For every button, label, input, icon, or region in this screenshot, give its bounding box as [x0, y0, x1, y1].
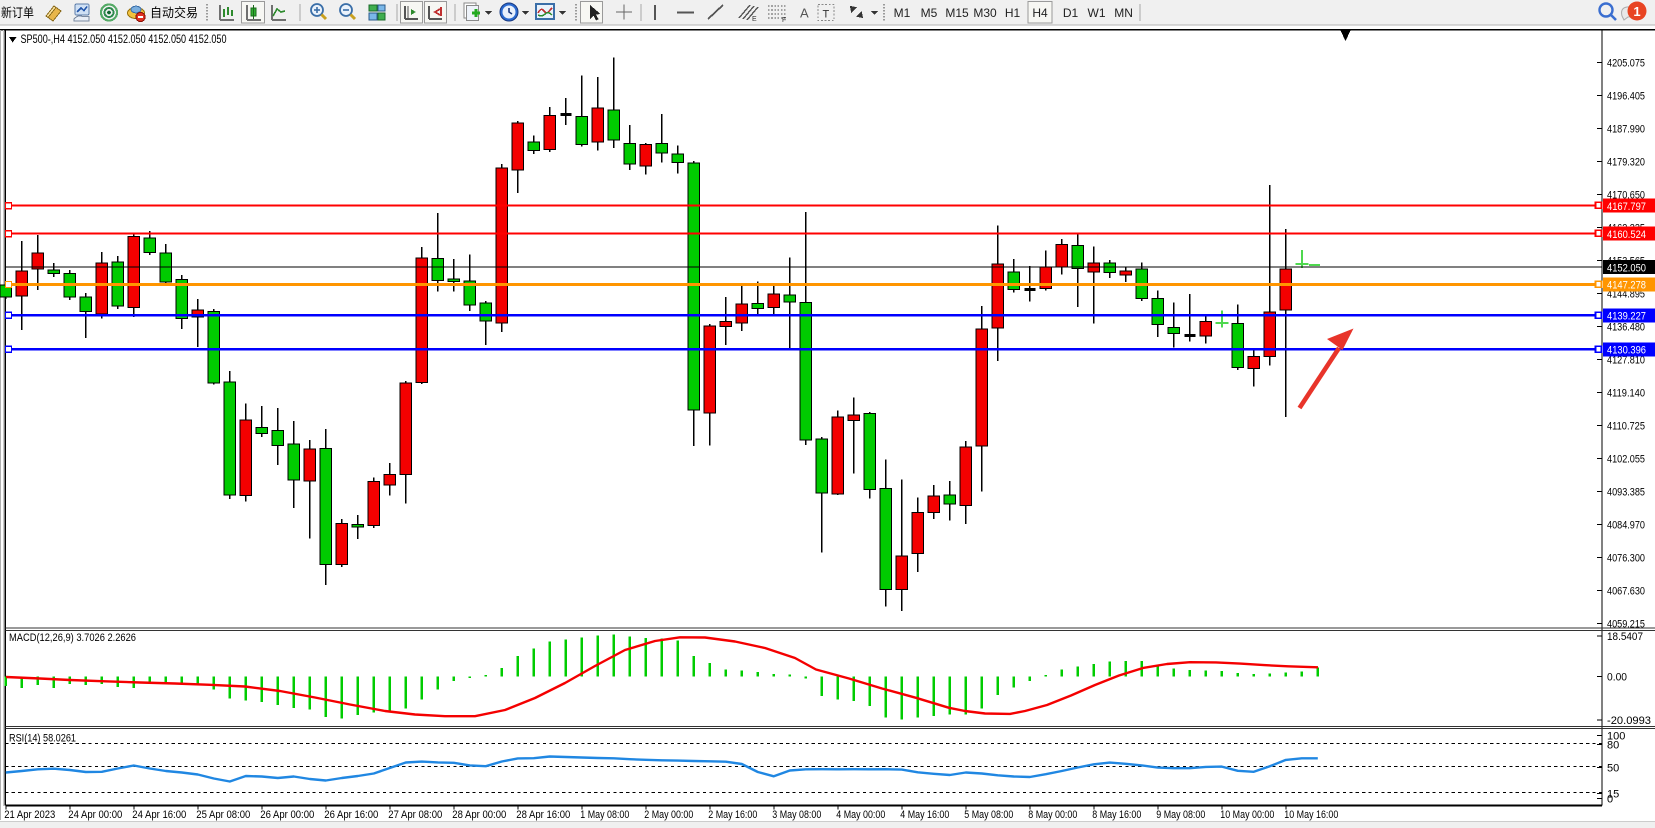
svg-text:8 May 16:00: 8 May 16:00: [1092, 809, 1141, 821]
svg-text:8 May 00:00: 8 May 00:00: [1028, 809, 1077, 821]
svg-text:4152.050: 4152.050: [1607, 262, 1646, 274]
svg-text:9 May 08:00: 9 May 08:00: [1156, 809, 1205, 821]
svg-text:4136.480: 4136.480: [1607, 321, 1645, 333]
svg-text:2 May 16:00: 2 May 16:00: [708, 809, 757, 821]
svg-text:24 Apr 16:00: 24 Apr 16:00: [132, 809, 186, 821]
svg-text:27 Apr 08:00: 27 Apr 08:00: [388, 809, 442, 821]
svg-text:4 May 00:00: 4 May 00:00: [836, 809, 885, 821]
svg-text:W1: W1: [1088, 6, 1106, 20]
svg-text:MACD(12,26,9) 3.7026 2.2626: MACD(12,26,9) 3.7026 2.2626: [9, 632, 136, 644]
svg-text:自动交易: 自动交易: [150, 5, 198, 20]
svg-text:4067.630: 4067.630: [1607, 585, 1645, 597]
svg-text:100: 100: [1607, 731, 1625, 743]
svg-text:-20.0993: -20.0993: [1607, 715, 1651, 727]
svg-text:4160.524: 4160.524: [1607, 229, 1646, 241]
svg-text:4127.810: 4127.810: [1607, 354, 1645, 366]
svg-text:10 May 00:00: 10 May 00:00: [1220, 809, 1274, 821]
svg-text:4139.227: 4139.227: [1607, 311, 1646, 323]
svg-text:4179.320: 4179.320: [1607, 156, 1645, 168]
svg-text:4196.405: 4196.405: [1607, 90, 1645, 102]
svg-text:MN: MN: [1114, 6, 1133, 20]
svg-text:4205.075: 4205.075: [1607, 57, 1645, 69]
svg-text:1: 1: [1633, 4, 1640, 19]
svg-text:10 May 16:00: 10 May 16:00: [1284, 809, 1338, 821]
svg-text:T: T: [823, 9, 830, 21]
svg-text:4084.970: 4084.970: [1607, 519, 1645, 531]
svg-text:50: 50: [1607, 763, 1619, 775]
svg-text:80: 80: [1607, 740, 1619, 752]
svg-text:24 Apr 00:00: 24 Apr 00:00: [68, 809, 122, 821]
svg-text:4 May 16:00: 4 May 16:00: [900, 809, 949, 821]
svg-text:28 Apr 16:00: 28 Apr 16:00: [516, 809, 570, 821]
svg-text:新订单: 新订单: [1, 5, 34, 20]
svg-text:1 May 08:00: 1 May 08:00: [580, 809, 629, 821]
svg-text:H1: H1: [1005, 6, 1021, 20]
svg-text:RSI(14) 58.0261: RSI(14) 58.0261: [9, 733, 76, 745]
svg-text:5 May 08:00: 5 May 08:00: [964, 809, 1013, 821]
svg-text:SP500-,H4 4152.050 4152.050 4: SP500-,H4 4152.050 4152.050 4152.050 415…: [21, 32, 227, 46]
svg-text:3 May 08:00: 3 May 08:00: [772, 809, 821, 821]
svg-text:4119.140: 4119.140: [1607, 387, 1645, 399]
svg-text:D1: D1: [1063, 6, 1079, 20]
svg-text:26 Apr 16:00: 26 Apr 16:00: [324, 809, 378, 821]
svg-text:F: F: [782, 17, 786, 24]
svg-text:0.00: 0.00: [1607, 671, 1627, 683]
svg-text:M5: M5: [921, 6, 938, 20]
svg-text:21 Apr 2023: 21 Apr 2023: [4, 809, 55, 821]
svg-text:4147.278: 4147.278: [1607, 280, 1646, 292]
svg-text:28 Apr 00:00: 28 Apr 00:00: [452, 809, 506, 821]
svg-text:4059.215: 4059.215: [1607, 618, 1645, 630]
svg-text:4102.055: 4102.055: [1607, 453, 1645, 465]
svg-text:4130.396: 4130.396: [1607, 345, 1646, 357]
svg-text:4167.797: 4167.797: [1607, 201, 1646, 213]
svg-text:4187.990: 4187.990: [1607, 123, 1645, 135]
svg-text:2 May 00:00: 2 May 00:00: [644, 809, 693, 821]
svg-text:M30: M30: [973, 6, 997, 20]
svg-text:18.5407: 18.5407: [1607, 631, 1643, 643]
svg-text:4110.725: 4110.725: [1607, 420, 1645, 432]
svg-text:M15: M15: [945, 6, 969, 20]
svg-text:H4: H4: [1032, 6, 1048, 20]
svg-text:E: E: [752, 16, 757, 23]
svg-text:4093.385: 4093.385: [1607, 486, 1645, 498]
svg-text:A: A: [800, 6, 809, 21]
svg-text:25 Apr 08:00: 25 Apr 08:00: [196, 809, 250, 821]
svg-text:M1: M1: [894, 6, 911, 20]
svg-text:26 Apr 00:00: 26 Apr 00:00: [260, 809, 314, 821]
svg-text:4076.300: 4076.300: [1607, 552, 1645, 564]
svg-text:15: 15: [1607, 788, 1619, 800]
svg-text:4170.650: 4170.650: [1607, 189, 1645, 201]
svg-text:0: 0: [1607, 794, 1613, 806]
